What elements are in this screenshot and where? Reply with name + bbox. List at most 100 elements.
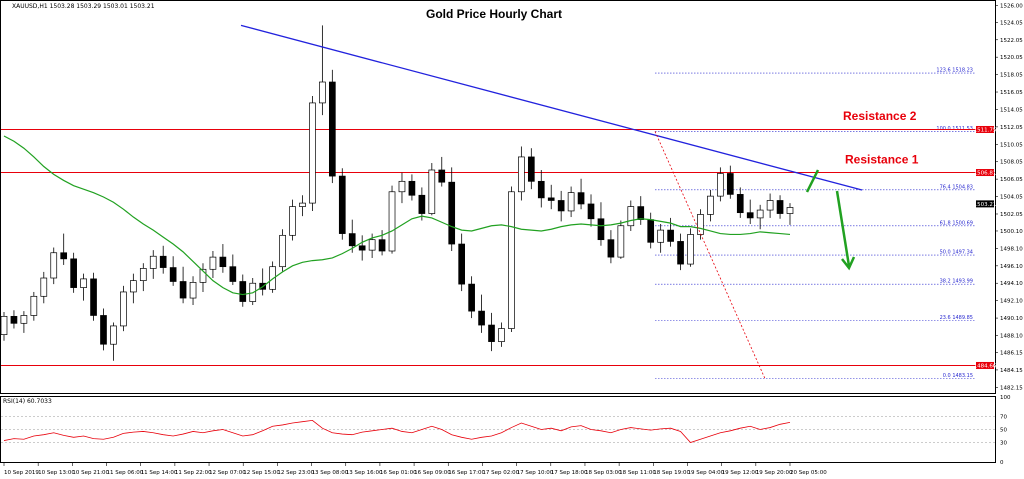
candle-56 bbox=[557, 190, 565, 222]
price-tag-bg-3 bbox=[976, 361, 994, 369]
candle-body-10 bbox=[100, 315, 107, 345]
candle-68 bbox=[677, 233, 684, 271]
candle-body-5 bbox=[50, 252, 58, 279]
candle-body-54 bbox=[537, 180, 545, 199]
candle-66 bbox=[657, 224, 664, 253]
candle-body-44 bbox=[438, 169, 446, 183]
y-tick-label-11: 1504.05 bbox=[1000, 195, 1023, 201]
candle-body-78 bbox=[776, 200, 784, 214]
candle-body-55 bbox=[547, 197, 555, 201]
candle-body-16 bbox=[159, 255, 167, 268]
rsi-tick-2: 50 bbox=[1000, 428, 1007, 434]
candle-body-24 bbox=[239, 281, 247, 302]
x-tick-label-20: 19 Sep 04:00 bbox=[687, 470, 724, 476]
candle-body-1 bbox=[10, 315, 18, 324]
rsi-tick-0: 100 bbox=[1000, 395, 1011, 401]
y-tick-label-21: 1484.15 bbox=[1000, 368, 1023, 374]
annotation-resistance-2: Resistance 2 bbox=[843, 109, 917, 123]
candle-body-29 bbox=[289, 206, 296, 236]
x-tick-label-15: 17 Sep 10:00 bbox=[517, 470, 554, 476]
candle-10 bbox=[100, 308, 107, 351]
candle-body-56 bbox=[557, 200, 565, 212]
candle-body-72 bbox=[717, 173, 724, 197]
candle-79 bbox=[786, 203, 794, 225]
candle-34 bbox=[338, 168, 346, 240]
candle-body-12 bbox=[120, 291, 127, 327]
fib-label-6: 23.6 1489.85 bbox=[940, 315, 973, 321]
candle-53 bbox=[527, 148, 535, 190]
x-tick-label-21: 19 Sep 12:00 bbox=[722, 470, 759, 476]
candle-body-60 bbox=[597, 218, 605, 241]
x-tick-label-14: 17 Sep 02:00 bbox=[482, 470, 519, 476]
y-tick-label-7: 1512.05 bbox=[1000, 125, 1023, 131]
x-tick-label-8: 12 Sep 23:00 bbox=[277, 470, 314, 476]
candle-body-14 bbox=[139, 268, 147, 281]
candle-body-58 bbox=[577, 192, 585, 205]
candle-58 bbox=[577, 178, 585, 210]
candle-body-49 bbox=[488, 324, 495, 342]
fib-label-0: 123.6 1518.23 bbox=[936, 68, 973, 74]
candle-4 bbox=[40, 271, 48, 304]
y-tick-label-8: 1510.05 bbox=[1000, 142, 1023, 148]
candle-30 bbox=[299, 195, 306, 217]
price-tag-bg-2 bbox=[976, 200, 994, 208]
candle-body-76 bbox=[756, 209, 764, 219]
moving-average-line bbox=[3, 135, 791, 296]
candle-69 bbox=[687, 228, 694, 267]
x-tick-label-1: 10 Sep 13:00 bbox=[38, 470, 75, 476]
x-tick-label-4: 11 Sep 14:00 bbox=[141, 470, 178, 476]
candle-73 bbox=[726, 165, 734, 199]
candle-39 bbox=[388, 185, 396, 254]
candle-body-45 bbox=[448, 181, 456, 245]
candle-75 bbox=[746, 199, 754, 225]
candle-body-71 bbox=[707, 195, 714, 215]
candle-31 bbox=[309, 95, 316, 211]
candle-body-52 bbox=[518, 156, 525, 193]
y-tick-label-17: 1492.10 bbox=[1000, 299, 1023, 305]
candle-44 bbox=[438, 156, 446, 187]
fibonacci-levels: 123.6 1518.23 100.0 1511.53 76.4 1504.83 61… bbox=[655, 68, 975, 379]
candle-body-68 bbox=[677, 241, 684, 265]
candle-body-35 bbox=[348, 233, 356, 247]
candle-body-77 bbox=[766, 200, 774, 211]
candle-13 bbox=[130, 273, 137, 304]
candle-body-69 bbox=[687, 234, 694, 265]
candle-40 bbox=[398, 172, 406, 204]
candle-57 bbox=[567, 186, 575, 218]
candle-52 bbox=[518, 146, 525, 201]
candle-11 bbox=[110, 322, 117, 361]
candlesticks bbox=[0, 25, 794, 361]
trendline bbox=[240, 24, 863, 191]
candle-body-3 bbox=[30, 295, 38, 316]
fib-label-5: 38.2 1493.99 bbox=[940, 279, 973, 285]
candle-body-33 bbox=[328, 81, 336, 177]
candle-body-20 bbox=[199, 268, 207, 283]
candle-43 bbox=[428, 163, 436, 216]
candle-body-36 bbox=[358, 245, 366, 251]
candle-72 bbox=[717, 167, 724, 202]
candle-14 bbox=[139, 263, 147, 292]
candle-23 bbox=[229, 254, 237, 285]
candle-body-65 bbox=[647, 219, 655, 243]
candle-59 bbox=[587, 194, 595, 227]
candle-45 bbox=[448, 167, 456, 252]
y-tick-label-14: 1498.10 bbox=[1000, 246, 1023, 252]
candle-body-73 bbox=[726, 173, 734, 195]
candle-7 bbox=[70, 252, 77, 293]
candle-body-34 bbox=[338, 175, 346, 234]
x-tick-label-9: 13 Sep 08:00 bbox=[312, 470, 349, 476]
candle-16 bbox=[159, 245, 167, 274]
x-tick-label-18: 18 Sep 11:00 bbox=[619, 470, 656, 476]
candle-body-79 bbox=[786, 207, 794, 214]
candle-body-37 bbox=[368, 239, 376, 251]
candle-42 bbox=[418, 187, 426, 221]
candle-64 bbox=[637, 196, 645, 225]
candle-body-41 bbox=[408, 180, 416, 196]
y-tick-label-16: 1494.10 bbox=[1000, 281, 1023, 287]
candle-47 bbox=[468, 276, 475, 319]
candle-body-74 bbox=[736, 194, 744, 214]
candle-body-57 bbox=[567, 192, 575, 212]
y-tick-label-15: 1496.10 bbox=[1000, 264, 1023, 270]
candle-body-70 bbox=[697, 214, 704, 235]
candle-body-31 bbox=[309, 102, 316, 204]
